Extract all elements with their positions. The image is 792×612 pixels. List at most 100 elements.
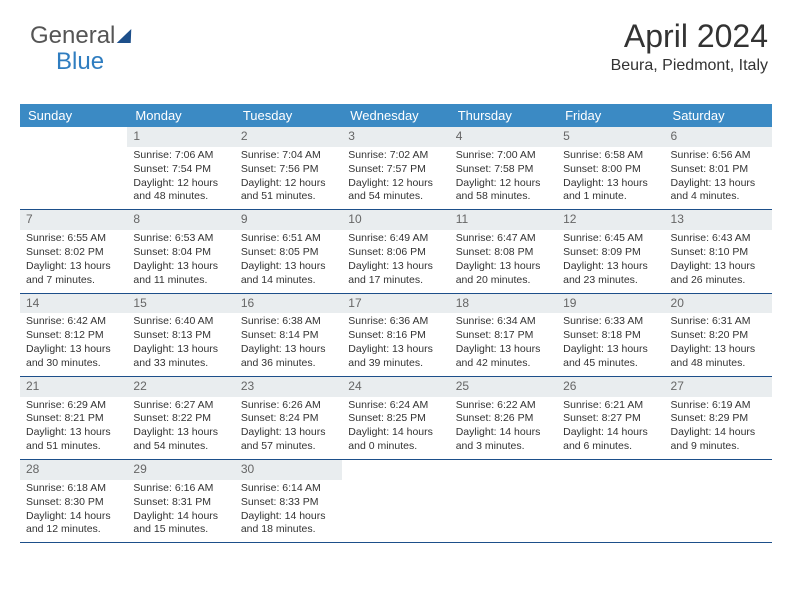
calendar-day: 8Sunrise: 6:53 AMSunset: 8:04 PMDaylight… bbox=[127, 210, 234, 292]
daylight-line-2: and 42 minutes. bbox=[456, 357, 551, 371]
sunrise-text: Sunrise: 6:47 AM bbox=[456, 232, 551, 246]
day-number: 11 bbox=[450, 210, 557, 230]
daylight-line-1: Daylight: 14 hours bbox=[26, 510, 121, 524]
calendar-day: 2Sunrise: 7:04 AMSunset: 7:56 PMDaylight… bbox=[235, 127, 342, 209]
day-number: 15 bbox=[127, 294, 234, 314]
daylight-line-2: and 7 minutes. bbox=[26, 274, 121, 288]
day-number: 10 bbox=[342, 210, 449, 230]
sunset-text: Sunset: 8:16 PM bbox=[348, 329, 443, 343]
day-number: 14 bbox=[20, 294, 127, 314]
daylight-line-2: and 4 minutes. bbox=[671, 190, 766, 204]
daylight-line-1: Daylight: 13 hours bbox=[348, 260, 443, 274]
daylight-line-1: Daylight: 14 hours bbox=[671, 426, 766, 440]
calendar-day: 27Sunrise: 6:19 AMSunset: 8:29 PMDayligh… bbox=[665, 377, 772, 459]
calendar-grid: Sunday Monday Tuesday Wednesday Thursday… bbox=[20, 104, 772, 543]
daylight-line-2: and 45 minutes. bbox=[563, 357, 658, 371]
weekday-header: Wednesday bbox=[342, 104, 449, 127]
weekday-header: Saturday bbox=[665, 104, 772, 127]
sunset-text: Sunset: 8:17 PM bbox=[456, 329, 551, 343]
day-number: 16 bbox=[235, 294, 342, 314]
daylight-line-1: Daylight: 13 hours bbox=[671, 177, 766, 191]
daylight-line-1: Daylight: 12 hours bbox=[348, 177, 443, 191]
day-number: 28 bbox=[20, 460, 127, 480]
calendar-week: 28Sunrise: 6:18 AMSunset: 8:30 PMDayligh… bbox=[20, 460, 772, 543]
calendar-day: 23Sunrise: 6:26 AMSunset: 8:24 PMDayligh… bbox=[235, 377, 342, 459]
weekday-header: Thursday bbox=[450, 104, 557, 127]
daylight-line-1: Daylight: 13 hours bbox=[348, 343, 443, 357]
daylight-line-1: Daylight: 13 hours bbox=[26, 260, 121, 274]
daylight-line-1: Daylight: 12 hours bbox=[133, 177, 228, 191]
sunrise-text: Sunrise: 6:42 AM bbox=[26, 315, 121, 329]
calendar-day: 25Sunrise: 6:22 AMSunset: 8:26 PMDayligh… bbox=[450, 377, 557, 459]
daylight-line-2: and 11 minutes. bbox=[133, 274, 228, 288]
day-number: 25 bbox=[450, 377, 557, 397]
calendar-day: 22Sunrise: 6:27 AMSunset: 8:22 PMDayligh… bbox=[127, 377, 234, 459]
daylight-line-2: and 48 minutes. bbox=[671, 357, 766, 371]
day-number: 2 bbox=[235, 127, 342, 147]
daylight-line-1: Daylight: 14 hours bbox=[241, 510, 336, 524]
calendar-week: 21Sunrise: 6:29 AMSunset: 8:21 PMDayligh… bbox=[20, 377, 772, 460]
calendar-day: 1Sunrise: 7:06 AMSunset: 7:54 PMDaylight… bbox=[127, 127, 234, 209]
day-number: 21 bbox=[20, 377, 127, 397]
daylight-line-2: and 23 minutes. bbox=[563, 274, 658, 288]
daylight-line-2: and 15 minutes. bbox=[133, 523, 228, 537]
sunrise-text: Sunrise: 6:19 AM bbox=[671, 399, 766, 413]
daylight-line-2: and 6 minutes. bbox=[563, 440, 658, 454]
sunrise-text: Sunrise: 6:33 AM bbox=[563, 315, 658, 329]
calendar-day: 5Sunrise: 6:58 AMSunset: 8:00 PMDaylight… bbox=[557, 127, 664, 209]
calendar-day bbox=[665, 460, 772, 542]
weeks-container: 1Sunrise: 7:06 AMSunset: 7:54 PMDaylight… bbox=[20, 127, 772, 543]
calendar-day bbox=[342, 460, 449, 542]
sunrise-text: Sunrise: 6:24 AM bbox=[348, 399, 443, 413]
calendar-day bbox=[20, 127, 127, 209]
location-subtitle: Beura, Piedmont, Italy bbox=[611, 57, 768, 75]
day-number: 13 bbox=[665, 210, 772, 230]
sunrise-text: Sunrise: 6:27 AM bbox=[133, 399, 228, 413]
daylight-line-2: and 36 minutes. bbox=[241, 357, 336, 371]
daylight-line-1: Daylight: 13 hours bbox=[241, 426, 336, 440]
daylight-line-1: Daylight: 13 hours bbox=[241, 343, 336, 357]
weekday-header: Sunday bbox=[20, 104, 127, 127]
sunrise-text: Sunrise: 6:38 AM bbox=[241, 315, 336, 329]
daylight-line-2: and 54 minutes. bbox=[133, 440, 228, 454]
month-title: April 2024 bbox=[611, 18, 768, 55]
daylight-line-1: Daylight: 14 hours bbox=[563, 426, 658, 440]
sunrise-text: Sunrise: 6:45 AM bbox=[563, 232, 658, 246]
calendar-day: 28Sunrise: 6:18 AMSunset: 8:30 PMDayligh… bbox=[20, 460, 127, 542]
daylight-line-1: Daylight: 14 hours bbox=[348, 426, 443, 440]
sunset-text: Sunset: 8:27 PM bbox=[563, 412, 658, 426]
day-number: 29 bbox=[127, 460, 234, 480]
daylight-line-1: Daylight: 13 hours bbox=[26, 426, 121, 440]
sunset-text: Sunset: 8:25 PM bbox=[348, 412, 443, 426]
sunset-text: Sunset: 7:54 PM bbox=[133, 163, 228, 177]
daylight-line-2: and 14 minutes. bbox=[241, 274, 336, 288]
sunrise-text: Sunrise: 6:26 AM bbox=[241, 399, 336, 413]
daylight-line-1: Daylight: 13 hours bbox=[456, 260, 551, 274]
daylight-line-2: and 12 minutes. bbox=[26, 523, 121, 537]
sunset-text: Sunset: 8:20 PM bbox=[671, 329, 766, 343]
sunrise-text: Sunrise: 6:22 AM bbox=[456, 399, 551, 413]
sunset-text: Sunset: 8:24 PM bbox=[241, 412, 336, 426]
sunrise-text: Sunrise: 7:04 AM bbox=[241, 149, 336, 163]
calendar-day: 12Sunrise: 6:45 AMSunset: 8:09 PMDayligh… bbox=[557, 210, 664, 292]
brand-word-1: General bbox=[30, 22, 115, 50]
day-number: 26 bbox=[557, 377, 664, 397]
sunrise-text: Sunrise: 6:14 AM bbox=[241, 482, 336, 496]
sunset-text: Sunset: 7:58 PM bbox=[456, 163, 551, 177]
calendar-day bbox=[557, 460, 664, 542]
daylight-line-2: and 54 minutes. bbox=[348, 190, 443, 204]
sunset-text: Sunset: 8:04 PM bbox=[133, 246, 228, 260]
sunrise-text: Sunrise: 6:31 AM bbox=[671, 315, 766, 329]
daylight-line-2: and 51 minutes. bbox=[26, 440, 121, 454]
daylight-line-2: and 3 minutes. bbox=[456, 440, 551, 454]
sunset-text: Sunset: 8:14 PM bbox=[241, 329, 336, 343]
sunset-text: Sunset: 8:09 PM bbox=[563, 246, 658, 260]
weekday-header-row: Sunday Monday Tuesday Wednesday Thursday… bbox=[20, 104, 772, 127]
day-number: 20 bbox=[665, 294, 772, 314]
sunset-text: Sunset: 8:06 PM bbox=[348, 246, 443, 260]
daylight-line-1: Daylight: 14 hours bbox=[133, 510, 228, 524]
daylight-line-1: Daylight: 13 hours bbox=[26, 343, 121, 357]
daylight-line-1: Daylight: 13 hours bbox=[133, 343, 228, 357]
daylight-line-2: and 0 minutes. bbox=[348, 440, 443, 454]
daylight-line-2: and 26 minutes. bbox=[671, 274, 766, 288]
